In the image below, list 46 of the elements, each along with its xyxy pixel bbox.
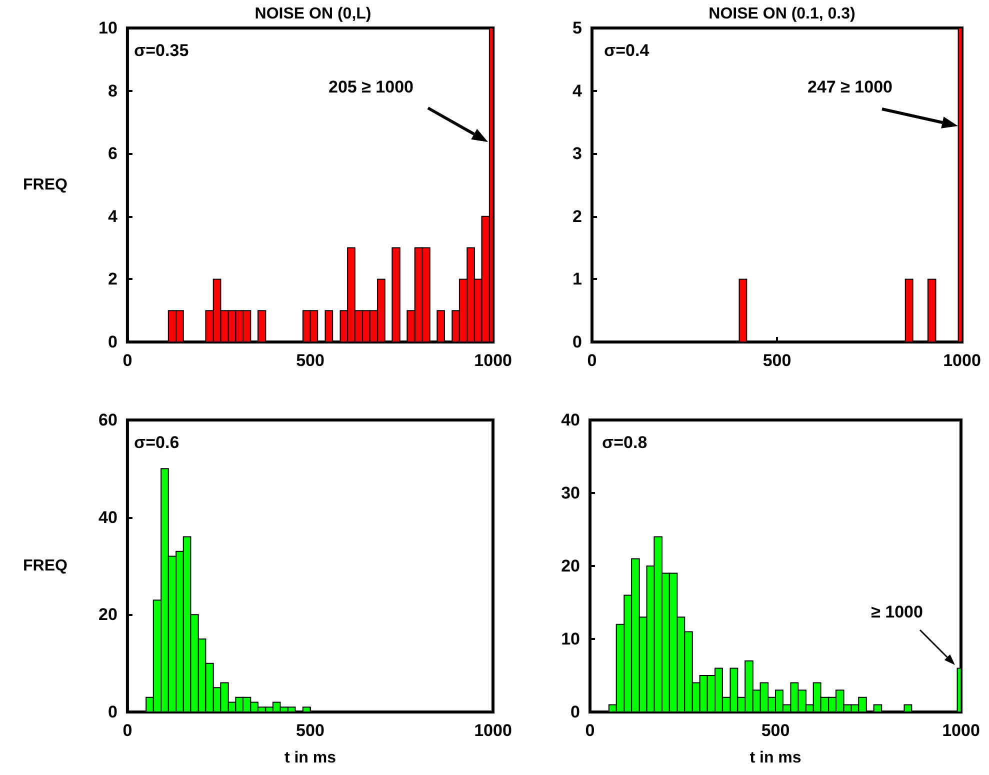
x-tick-label: 1000 bbox=[474, 351, 512, 370]
y-tick-label: 10 bbox=[561, 630, 580, 648]
y-tick-label: 5 bbox=[572, 18, 582, 38]
x-tick-label: 0 bbox=[587, 351, 597, 370]
y-tick-label: 10 bbox=[98, 18, 118, 38]
x-tick-label: 500 bbox=[296, 721, 324, 740]
y-tick-label: 0 bbox=[570, 702, 580, 722]
x-tick-label: 1000 bbox=[942, 721, 980, 740]
annotation: σ=0.6 bbox=[134, 433, 180, 452]
y-tick-label: 3 bbox=[572, 144, 582, 164]
x-axis-title: t in ms bbox=[750, 750, 802, 766]
y-tick-label: 20 bbox=[98, 605, 118, 624]
chart-title: NOISE ON (0,L) bbox=[254, 6, 372, 22]
y-tick-label: 6 bbox=[108, 144, 118, 164]
y-tick-label: 2 bbox=[108, 270, 118, 289]
annotation: 247 ≥ 1000 bbox=[808, 78, 892, 96]
y-tick-label: 2 bbox=[572, 206, 582, 226]
x-tick-label: 500 bbox=[296, 351, 324, 370]
chart-title: NOISE ON (0.1, 0.3) bbox=[708, 6, 856, 22]
annotation: σ=0.4 bbox=[604, 41, 650, 60]
y-axis-title: FREQ bbox=[22, 176, 68, 194]
y-tick-label: 30 bbox=[561, 484, 580, 502]
y-tick-label: 8 bbox=[108, 81, 118, 100]
annotation: ≥ 1000 bbox=[871, 602, 923, 622]
x-tick-label: 500 bbox=[761, 721, 790, 740]
annotation: 205 ≥ 1000 bbox=[328, 78, 414, 96]
annotation: σ=0.35 bbox=[134, 41, 189, 60]
y-tick-label: 60 bbox=[98, 410, 118, 430]
y-tick-label: 1 bbox=[572, 270, 582, 289]
y-tick-label: 40 bbox=[561, 410, 580, 430]
y-tick-label: 40 bbox=[98, 508, 118, 527]
x-tick-label: 0 bbox=[122, 351, 132, 370]
x-tick-label: 500 bbox=[762, 351, 792, 370]
annotation: σ=0.8 bbox=[602, 433, 648, 452]
y-tick-label: 0 bbox=[572, 332, 582, 352]
x-tick-label: 0 bbox=[585, 721, 595, 740]
y-axis-title: FREQ bbox=[22, 558, 68, 574]
y-tick-label: 0 bbox=[108, 702, 118, 722]
y-tick-label: 4 bbox=[572, 81, 583, 100]
y-tick-label: 0 bbox=[108, 332, 118, 352]
y-tick-label: 4 bbox=[108, 206, 118, 226]
x-tick-label: 1000 bbox=[943, 351, 981, 370]
x-tick-label: 0 bbox=[122, 721, 132, 740]
y-tick-label: 20 bbox=[561, 556, 580, 576]
x-tick-label: 1000 bbox=[474, 721, 512, 740]
x-axis-title: t in ms bbox=[284, 750, 336, 766]
